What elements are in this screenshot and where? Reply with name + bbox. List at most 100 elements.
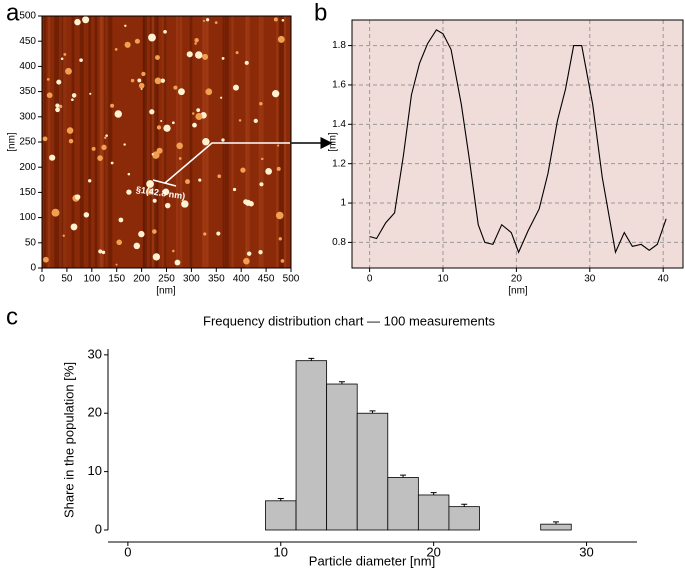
afm-streak (108, 16, 113, 268)
afm-streak (43, 16, 47, 268)
afm-particle (154, 55, 160, 60)
profile-curve (369, 29, 667, 255)
x-tick-label: 400 (233, 274, 250, 285)
afm-streak (231, 16, 234, 268)
x-tick-label: 0 (39, 274, 45, 285)
afm-particle (243, 257, 250, 265)
afm-particle (66, 127, 74, 134)
afm-particle (43, 256, 49, 263)
afm-particle (46, 92, 53, 99)
y-tick-label: 450 (19, 36, 36, 47)
afm-particle (58, 104, 63, 109)
x-axis-label: [nm] (508, 286, 528, 297)
afm-streak (163, 16, 167, 268)
panel-label: b (314, 0, 327, 26)
afm-particle (214, 21, 218, 24)
afm-particle (101, 250, 106, 255)
x-tick-label: 50 (61, 274, 73, 285)
afm-particle (205, 18, 210, 22)
afm-particle (232, 187, 237, 192)
afm-particle (42, 136, 48, 142)
y-tick-label: 1.6 (332, 80, 346, 91)
x-tick-label: 40 (658, 274, 670, 285)
x-axis-label: [nm] (156, 286, 176, 297)
afm-particle (46, 77, 50, 81)
afm-particle (127, 172, 131, 176)
afm-particle (194, 38, 199, 43)
afm-particle (89, 92, 92, 95)
y-tick-label: 300 (19, 111, 36, 122)
bar (417, 494, 450, 531)
afm-particle (258, 250, 263, 255)
afm-streak (279, 16, 284, 268)
afm-particle (141, 71, 146, 77)
afm-particle (79, 58, 83, 63)
y-tick-label: 0 (95, 521, 102, 536)
afm-streak (88, 16, 92, 268)
x-tick-label: 10 (274, 544, 288, 559)
afm-particle (118, 217, 124, 223)
afm-particle (65, 67, 72, 75)
x-tick-label: 0 (124, 544, 131, 559)
bar (326, 383, 358, 531)
afm-particle (91, 146, 96, 151)
afm-particle (278, 237, 282, 241)
afm-particle (152, 151, 160, 159)
afm-particle (173, 85, 178, 90)
afm-particle (196, 108, 201, 113)
bar (295, 360, 328, 531)
afm-particle (82, 16, 90, 24)
afm-particle (152, 229, 157, 234)
afm-particle (55, 103, 60, 108)
afm-particle (133, 242, 141, 250)
y-tick-label: 1.8 (332, 40, 346, 51)
afm-particle (134, 38, 140, 44)
afm-particle (163, 29, 167, 34)
plot-frame (351, 19, 684, 269)
afm-particle (205, 88, 213, 96)
afm-particle (221, 138, 225, 142)
afm-particle (63, 52, 67, 56)
afm-particle (261, 157, 264, 161)
afm-particle (83, 212, 90, 218)
y-tick-label: 200 (19, 162, 36, 173)
afm-particle (244, 60, 249, 65)
error-bar (552, 521, 559, 525)
afm-particle (162, 188, 170, 196)
afm-particle (185, 179, 190, 185)
afm-streak (156, 16, 159, 268)
afm-particle (152, 198, 157, 203)
x-tick-label: 20 (426, 544, 440, 559)
afm-particle (246, 251, 252, 256)
afm-particle (123, 143, 126, 146)
afm-particle (116, 239, 123, 246)
afm-particle (172, 249, 175, 253)
afm-particle (253, 118, 258, 124)
y-axis-label: [nm] (7, 132, 18, 152)
afm-particle (126, 189, 132, 195)
y-tick-label: 0 (30, 263, 36, 274)
afm-particle (195, 112, 203, 121)
afm-particle (178, 157, 182, 160)
afm-particle (156, 125, 162, 130)
afm-particle (130, 78, 135, 83)
panel-label: c (6, 303, 18, 330)
afm-particle (221, 57, 225, 60)
panel-label: a (6, 0, 20, 26)
afm-streak (153, 16, 159, 268)
x-tick-label: 10 (437, 274, 449, 285)
afm-particle (74, 18, 81, 26)
afm-particle (51, 208, 60, 217)
afm-particle (156, 147, 163, 154)
afm-streak (179, 16, 183, 268)
afm-image (42, 16, 291, 268)
error-bar (277, 497, 284, 501)
afm-streak (222, 16, 225, 268)
bar (540, 523, 572, 531)
afm-particle (217, 174, 222, 179)
y-tick-label: 400 (19, 61, 36, 72)
y-axis-label: Share in the population [%] (61, 362, 76, 518)
x-tick-label: 30 (584, 274, 596, 285)
afm-streak (261, 16, 264, 268)
